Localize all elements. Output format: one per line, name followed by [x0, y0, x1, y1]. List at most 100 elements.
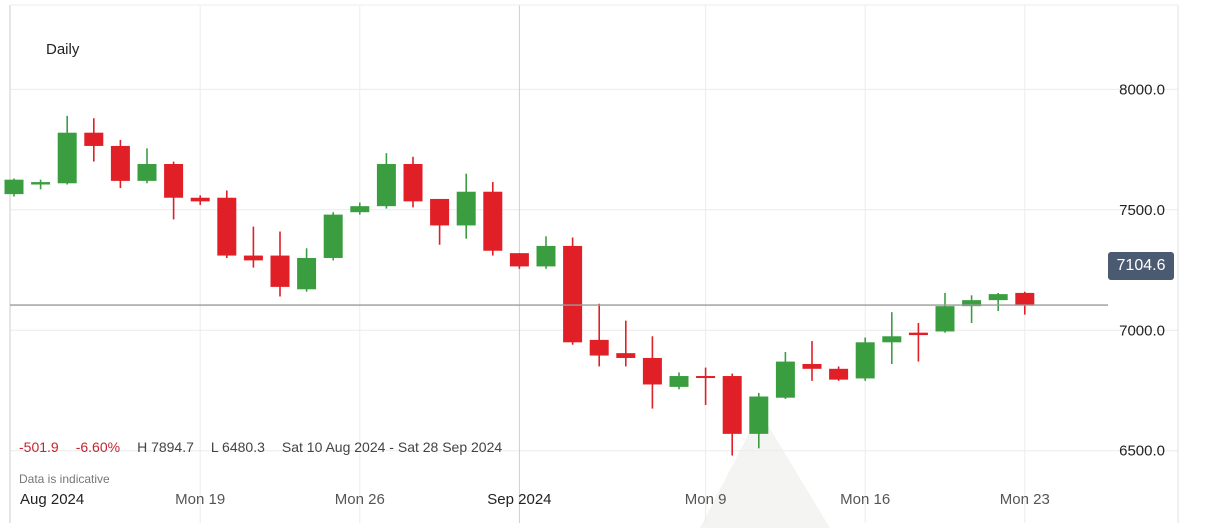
- candle-body-20: [536, 245, 556, 267]
- candle-5: [137, 148, 157, 184]
- candle-body-17: [456, 191, 476, 226]
- candle-2: [57, 115, 77, 185]
- disclaimer-text: Data is indicative: [19, 472, 110, 486]
- change-value: -501.9: [19, 439, 59, 455]
- candle-1: [31, 179, 51, 190]
- candle-body-15: [403, 164, 423, 202]
- candle-18: [483, 182, 503, 256]
- low-value: L 6480.3: [210, 439, 265, 455]
- candle-32: [855, 337, 875, 381]
- candle-10: [270, 231, 290, 297]
- candle-15: [403, 156, 423, 208]
- candle-37: [988, 292, 1008, 311]
- x-tick-label-3: Sep 2024: [487, 491, 551, 508]
- candle-body-34: [908, 332, 928, 336]
- candle-26: [696, 367, 716, 405]
- candle-body-11: [297, 257, 317, 290]
- candle-22: [589, 303, 609, 367]
- candle-body-6: [164, 164, 184, 198]
- candle-body-23: [616, 353, 636, 358]
- candle-31: [829, 366, 849, 381]
- candle-body-16: [430, 198, 450, 226]
- candle-20: [536, 236, 556, 269]
- change-percent: -6.60%: [75, 439, 121, 455]
- candle-body-36: [962, 300, 982, 307]
- candle-11: [297, 248, 317, 292]
- x-tick-label-1: Mon 19: [175, 491, 225, 508]
- candle-body-3: [84, 132, 104, 146]
- candle-28: [749, 392, 769, 449]
- candle-23: [616, 320, 636, 367]
- watermark-shape: [700, 412, 830, 528]
- high-value: H 7894.7: [137, 439, 194, 455]
- candle-24: [642, 336, 662, 409]
- candle-16: [430, 198, 450, 245]
- candle-7: [190, 195, 210, 205]
- candle-body-24: [642, 357, 662, 385]
- candle-0: [4, 178, 24, 197]
- candle-body-37: [988, 294, 1008, 301]
- chart-frame: [9, 4, 1179, 523]
- candle-body-7: [190, 197, 210, 202]
- interval-label: Daily: [46, 41, 80, 58]
- candle-36: [962, 295, 982, 324]
- y-tick-label-2: 7500.0: [1119, 202, 1165, 219]
- candles-group: [4, 115, 1035, 456]
- x-tick-label-5: Mon 16: [840, 491, 890, 508]
- candle-body-33: [882, 336, 902, 343]
- stats-bar: -501.9 -6.60% H 7894.7 L 6480.3 Sat 10 A…: [19, 439, 519, 455]
- candle-body-9: [243, 255, 263, 261]
- candle-body-35: [935, 306, 955, 332]
- candle-body-22: [589, 339, 609, 356]
- candle-body-10: [270, 255, 290, 287]
- grid-lines: [10, 5, 1178, 523]
- candle-body-31: [829, 368, 849, 380]
- x-tick-label-4: Mon 9: [685, 491, 727, 508]
- y-tick-label-3: 8000.0: [1119, 81, 1165, 98]
- candle-35: [935, 292, 955, 333]
- candle-body-2: [57, 132, 77, 184]
- candle-25: [669, 372, 689, 390]
- candle-27: [722, 373, 742, 456]
- candle-body-18: [483, 191, 503, 251]
- candle-38: [1015, 291, 1035, 315]
- candle-body-30: [802, 363, 822, 369]
- candle-body-38: [1015, 292, 1035, 305]
- candle-body-1: [31, 182, 51, 185]
- candle-body-25: [669, 376, 689, 387]
- candle-19: [509, 253, 529, 269]
- candle-body-19: [509, 253, 529, 267]
- candle-body-5: [137, 164, 157, 181]
- candle-body-8: [217, 197, 237, 256]
- y-tick-label-1: 7000.0: [1119, 322, 1165, 339]
- candle-29: [775, 351, 795, 399]
- candle-34: [908, 323, 928, 362]
- candle-3: [84, 118, 104, 162]
- date-range: Sat 10 Aug 2024 - Sat 28 Sep 2024: [281, 439, 503, 455]
- y-axis: 6500.0 7000.0 7500.0 8000.0: [1119, 81, 1165, 459]
- candle-body-28: [749, 396, 769, 434]
- candle-body-21: [563, 245, 583, 343]
- x-tick-label-2: Mon 26: [335, 491, 385, 508]
- candle-body-12: [323, 214, 343, 258]
- x-axis: Aug 2024 Mon 19 Mon 26 Sep 2024 Mon 9 Mon 16 M…: [20, 491, 1050, 508]
- last-price-tag: 7104.6: [1108, 252, 1174, 280]
- x-tick-label-6: Mon 23: [1000, 491, 1050, 508]
- candle-13: [350, 202, 370, 215]
- candle-4: [110, 139, 130, 189]
- candle-body-26: [696, 376, 716, 379]
- x-tick-label-0: Aug 2024: [20, 491, 84, 508]
- candle-body-14: [376, 164, 396, 207]
- y-tick-label-0: 6500.0: [1119, 443, 1165, 460]
- candle-6: [164, 161, 184, 220]
- candle-body-29: [775, 361, 795, 398]
- candle-9: [243, 226, 263, 268]
- candle-21: [563, 237, 583, 345]
- candle-body-13: [350, 206, 370, 213]
- candle-30: [802, 341, 822, 381]
- candle-body-32: [855, 342, 875, 379]
- candle-17: [456, 173, 476, 239]
- candle-body-4: [110, 145, 130, 181]
- candle-body-0: [4, 179, 24, 195]
